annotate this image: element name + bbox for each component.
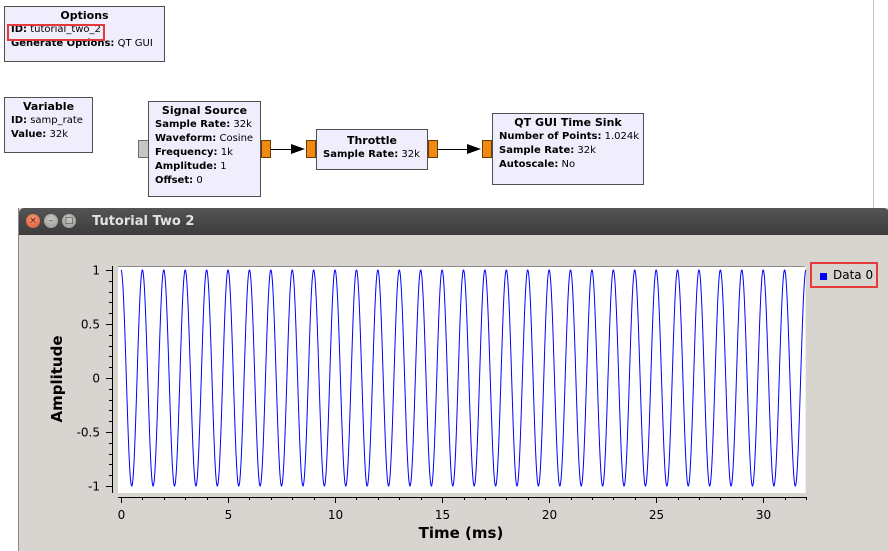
time-sink-param-sample-rate: Sample Rate: 32k [499, 145, 596, 156]
plot-canvas[interactable] [118, 266, 806, 493]
window-title: Tutorial Two 2 [92, 214, 195, 229]
time-sink-param-autoscale: Autoscale: No [499, 159, 576, 170]
x-tick-label: 20 [542, 508, 557, 522]
options-param-generate: Generate Options: QT GUI [11, 38, 153, 49]
minimize-icon[interactable]: – [44, 214, 58, 228]
x-tick-label: 10 [328, 508, 343, 522]
throttle-input-port[interactable] [306, 140, 316, 158]
legend-label: Data 0 [833, 268, 874, 282]
y-tick-label: 1 [92, 264, 100, 278]
signal-source-param-frequency: Frequency: 1k [155, 147, 233, 158]
y-tick-label: -1 [88, 480, 100, 494]
maximize-icon[interactable]: □ [62, 214, 76, 228]
throttle-output-port[interactable] [428, 140, 438, 158]
options-block[interactable]: Options ID: tutorial_two_2 Generate Opti… [4, 6, 165, 62]
signal-source-param-sample-rate: Sample Rate: 32k [155, 119, 252, 130]
time-sink-input-port[interactable] [482, 140, 492, 158]
connection-arrow [467, 144, 481, 154]
signal-source-param-amplitude: Amplitude: 1 [155, 161, 227, 172]
variable-param-value: Value: 32k [11, 129, 68, 140]
options-id-highlight [7, 24, 105, 41]
signal-source-output-port[interactable] [261, 140, 271, 158]
options-block-title: Options [60, 9, 109, 22]
signal-source-block[interactable]: Signal Source Sample Rate: 32k Waveform:… [148, 101, 261, 197]
y-tick-label: 0.5 [81, 318, 100, 332]
y-axis-title: Amplitude [48, 335, 66, 422]
x-tick-label: 25 [649, 508, 664, 522]
y-tick-label: 0 [92, 372, 100, 386]
x-axis-title: Time (ms) [419, 524, 504, 542]
x-tick-label: 15 [435, 508, 450, 522]
signal-source-block-title: Signal Source [161, 104, 248, 117]
series-data-0-line [120, 269, 807, 487]
legend[interactable]: Data 0 [810, 262, 878, 288]
throttle-param-sample-rate: Sample Rate: 32k [323, 149, 420, 160]
options-param-id: ID: tutorial_two_2 [11, 24, 101, 35]
connection-wire[interactable] [271, 149, 292, 150]
variable-block-title: Variable [22, 100, 75, 113]
y-tick-label: -0.5 [77, 426, 100, 440]
signal-source-param-waveform: Waveform: Cosine [155, 133, 254, 144]
x-tick-label: 5 [225, 508, 233, 522]
canvas-divider [873, 0, 874, 210]
close-icon[interactable]: × [26, 214, 40, 228]
connection-wire[interactable] [438, 149, 468, 150]
throttle-block-title: Throttle [346, 134, 398, 147]
signal-source-param-offset: Offset: 0 [155, 175, 203, 186]
throttle-block[interactable]: Throttle Sample Rate: 32k [316, 129, 428, 170]
x-tick-label: 0 [118, 508, 126, 522]
time-sink-block-title: QT GUI Time Sink [514, 116, 622, 129]
time-sink-param-points: Number of Points: 1.024k [499, 131, 640, 142]
legend-swatch [820, 273, 827, 280]
x-tick-label: 30 [756, 508, 771, 522]
time-sink-block[interactable]: QT GUI Time Sink Number of Points: 1.024… [492, 113, 644, 185]
variable-block[interactable]: Variable ID: samp_rate Value: 32k [4, 97, 93, 153]
window-titlebar[interactable]: × – □ Tutorial Two 2 [19, 208, 888, 235]
connection-arrow [291, 144, 305, 154]
variable-param-id: ID: samp_rate [11, 115, 83, 126]
